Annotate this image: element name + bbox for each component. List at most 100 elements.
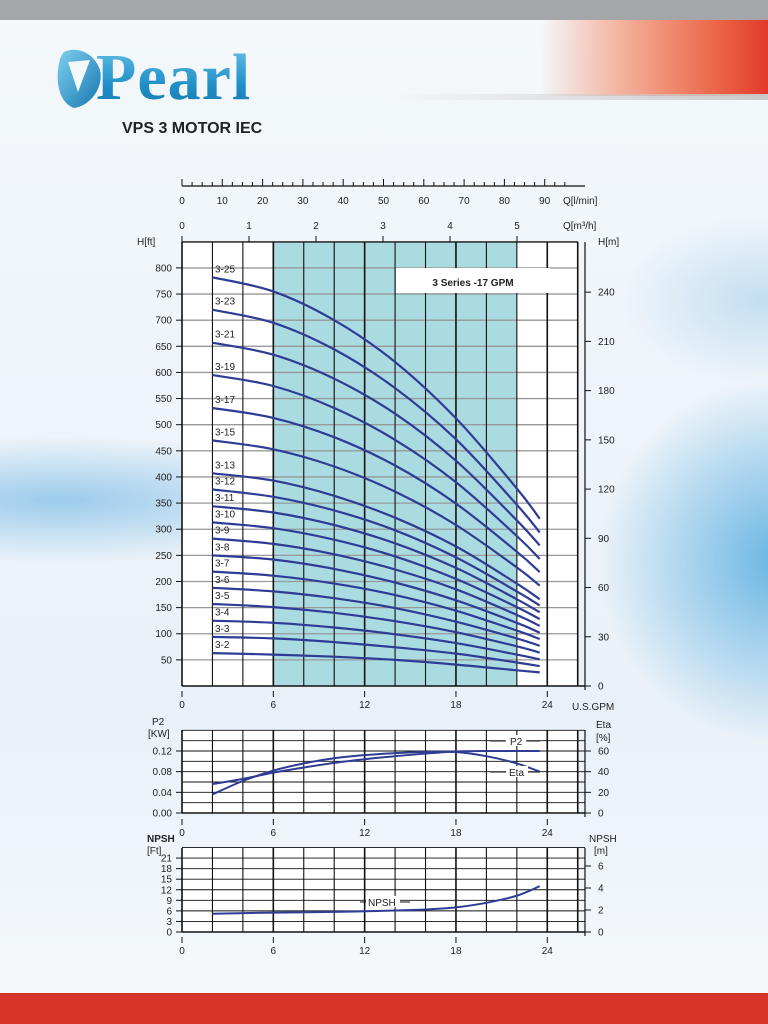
pump-curve-3-4 bbox=[212, 619, 540, 661]
p2-axis-label: P2 bbox=[152, 717, 165, 728]
npsh-m-tick-label: 0 bbox=[598, 928, 604, 939]
npsh-axis-label: NPSH bbox=[147, 834, 175, 845]
curve-label: 3-21 bbox=[215, 330, 235, 341]
lmin-tick-label: 10 bbox=[217, 196, 229, 207]
pump-curve-3-25 bbox=[212, 276, 541, 520]
pump-curve-3-17 bbox=[212, 406, 541, 573]
m3h-tick-label: 1 bbox=[246, 221, 252, 232]
curve-label: 3-11 bbox=[215, 493, 235, 504]
pump-curve-3-5 bbox=[212, 602, 541, 654]
npsh-tick-label: 6 bbox=[166, 906, 172, 917]
lmin-tick-label: 60 bbox=[418, 196, 430, 207]
p2-axis-unit: [KW] bbox=[148, 729, 170, 740]
pump-curve-3-19 bbox=[212, 374, 541, 560]
lmin-tick-label: 40 bbox=[338, 196, 350, 207]
lmin-tick-label: 0 bbox=[179, 196, 185, 207]
pump-curve-3-7 bbox=[212, 570, 541, 641]
npsh-m-tick-label: 2 bbox=[598, 906, 604, 917]
lmin-tick-label: 20 bbox=[257, 196, 269, 207]
npsh-chart-xtick-label: 6 bbox=[271, 946, 277, 957]
eta-tick-label: 0 bbox=[598, 809, 604, 820]
pump-curve-3-23 bbox=[212, 308, 541, 534]
curve-label: 3-2 bbox=[215, 640, 230, 651]
curve-label: 3-3 bbox=[215, 624, 230, 635]
power-chart-xtick-label: 12 bbox=[359, 828, 371, 839]
npsh-chart-xtick-label: 12 bbox=[359, 946, 371, 957]
lmin-tick-label: 30 bbox=[297, 196, 309, 207]
npsh-tick-label: 3 bbox=[166, 917, 172, 928]
npsh-curve bbox=[212, 885, 541, 915]
pump-curve-3-2 bbox=[212, 652, 540, 674]
npsh-tick-label: 15 bbox=[161, 875, 173, 886]
p2-tick-label: 0.12 bbox=[153, 746, 173, 757]
npsh-axis-unit: [Ft] bbox=[147, 846, 162, 857]
pump-curve-3-11 bbox=[212, 505, 541, 614]
product-title: VPS 3 MOTOR IEC bbox=[122, 120, 263, 137]
power-chart-xtick-label: 18 bbox=[450, 828, 462, 839]
curve-label: 3-15 bbox=[215, 427, 235, 438]
curve-label: 3-17 bbox=[215, 395, 235, 406]
pump-curve-3-3 bbox=[212, 635, 540, 668]
y-tick-label: 500 bbox=[155, 420, 172, 431]
y-tick-label: 350 bbox=[155, 499, 172, 510]
head-chart-xtick-label: 6 bbox=[271, 700, 277, 711]
y-right-tick-label: 240 bbox=[598, 288, 615, 299]
y-axis-label: H[ft] bbox=[137, 237, 156, 248]
curve-label: 3-4 bbox=[215, 608, 230, 619]
eta-axis-unit: [%] bbox=[596, 733, 611, 744]
y-tick-label: 200 bbox=[155, 577, 172, 588]
eta-tick-label: 20 bbox=[598, 788, 610, 799]
curve-label: 3-9 bbox=[215, 526, 230, 537]
top-divider bbox=[390, 94, 768, 100]
curve-label: 3-8 bbox=[215, 542, 230, 553]
y-tick-label: 150 bbox=[155, 603, 172, 614]
curve-label: 3-23 bbox=[215, 297, 235, 308]
y-tick-label: 400 bbox=[155, 472, 172, 483]
y-tick-label: 700 bbox=[155, 316, 172, 327]
m3h-tick-label: 5 bbox=[514, 221, 520, 232]
head-chart-xtick-label: 18 bbox=[450, 700, 462, 711]
power-chart-xtick-label: 6 bbox=[271, 828, 277, 839]
pump-curve-3-21 bbox=[212, 341, 541, 547]
y-right-tick-label: 0 bbox=[598, 682, 604, 693]
chart-title: 3 Series -17 GPM bbox=[432, 278, 513, 289]
eta-tick-label: 40 bbox=[598, 767, 610, 778]
npsh-curve-label: NPSH bbox=[368, 898, 396, 909]
curve-label: 3-5 bbox=[215, 591, 230, 602]
eta-axis-label: Eta bbox=[596, 720, 611, 731]
y-tick-label: 300 bbox=[155, 525, 172, 536]
npsh-m-axis-label: NPSH bbox=[589, 834, 617, 845]
brand-name: Pearl bbox=[96, 41, 252, 114]
y-tick-label: 600 bbox=[155, 368, 172, 379]
y-right-tick-label: 210 bbox=[598, 337, 615, 348]
npsh-label-mask bbox=[366, 896, 400, 907]
pearl-logo-icon bbox=[57, 49, 101, 108]
y-right-tick-label: 30 bbox=[598, 632, 610, 643]
eta-curve-label: Eta bbox=[509, 768, 524, 779]
lmin-tick-label: 50 bbox=[378, 196, 390, 207]
lmin-tick-label: 80 bbox=[499, 196, 511, 207]
p2-tick-label: 0.08 bbox=[153, 767, 173, 778]
pump-curve-3-10 bbox=[212, 521, 541, 621]
lmin-axis-label: Q[l/min] bbox=[563, 196, 598, 207]
eta-label-mask bbox=[506, 766, 528, 777]
pump-curve-3-15 bbox=[212, 439, 541, 587]
m3h-tick-label: 4 bbox=[447, 221, 453, 232]
y-right-tick-label: 150 bbox=[598, 435, 615, 446]
head-chart-xtick-label: 0 bbox=[179, 700, 185, 711]
chart-title-box bbox=[396, 268, 550, 293]
p2-curve bbox=[212, 749, 540, 786]
npsh-tick-label: 21 bbox=[161, 854, 173, 865]
top-gray-bar bbox=[0, 0, 768, 20]
y-right-tick-label: 180 bbox=[598, 386, 615, 397]
y-tick-label: 450 bbox=[155, 446, 172, 457]
npsh-tick-label: 18 bbox=[161, 864, 173, 875]
m3h-tick-label: 3 bbox=[380, 221, 386, 232]
eta-curve bbox=[212, 750, 541, 796]
top-red-gradient bbox=[540, 20, 768, 96]
npsh-m-tick-label: 6 bbox=[598, 862, 604, 873]
npsh-m-tick-label: 4 bbox=[598, 884, 604, 895]
m3h-axis-label: Q[m³/h] bbox=[563, 221, 597, 232]
head-chart-xtick-label: 24 bbox=[542, 700, 554, 711]
